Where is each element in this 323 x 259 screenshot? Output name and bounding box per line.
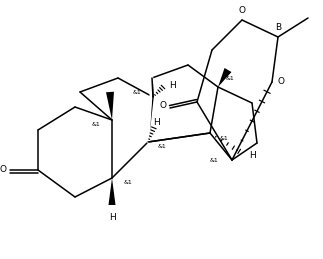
- Text: B: B: [275, 23, 281, 32]
- Text: &1: &1: [133, 90, 141, 95]
- Text: O: O: [278, 77, 285, 87]
- Text: H: H: [169, 81, 176, 90]
- Text: &1: &1: [210, 157, 218, 162]
- Text: H: H: [249, 150, 256, 160]
- Polygon shape: [106, 92, 114, 120]
- Text: H: H: [109, 213, 115, 222]
- Text: &1: &1: [220, 135, 228, 140]
- Text: O: O: [160, 102, 167, 111]
- Text: &1: &1: [226, 76, 234, 82]
- Text: O: O: [238, 6, 245, 15]
- Text: &1: &1: [158, 145, 166, 149]
- Text: &1: &1: [124, 181, 132, 185]
- Text: H: H: [154, 118, 161, 127]
- Text: &1: &1: [92, 123, 100, 127]
- Polygon shape: [109, 178, 116, 205]
- Text: O: O: [0, 166, 7, 175]
- Polygon shape: [218, 68, 232, 87]
